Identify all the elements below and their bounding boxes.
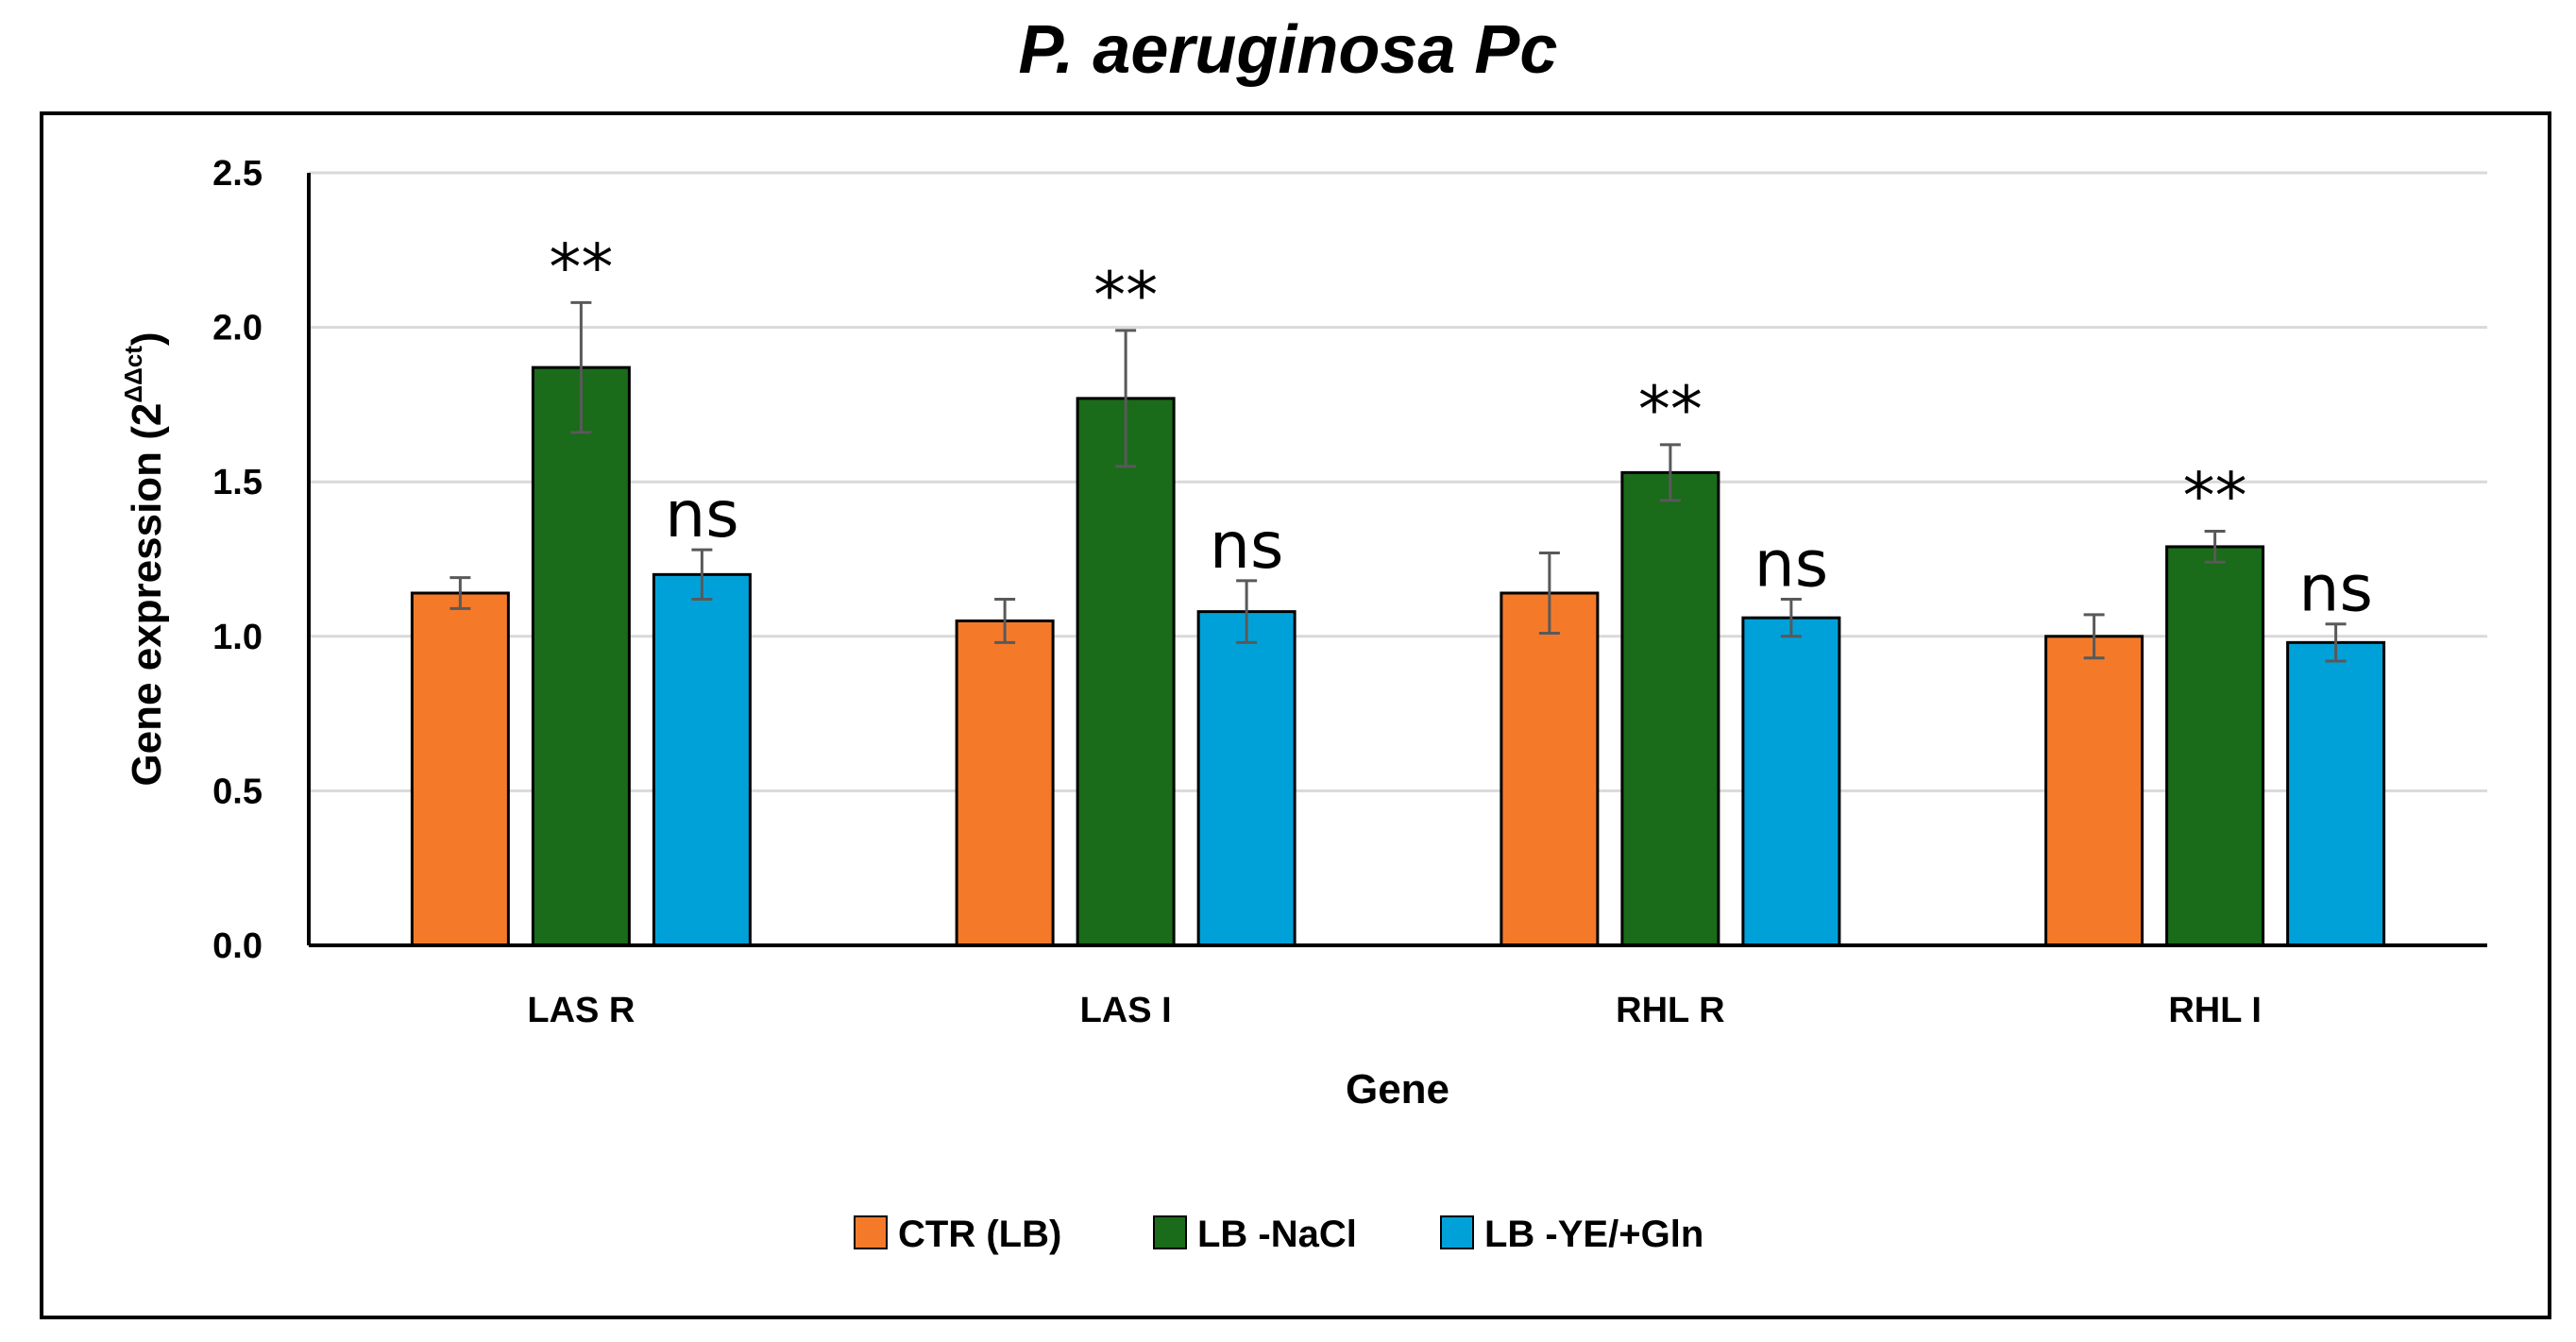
bar [1196,610,1296,947]
legend-swatch [1153,1215,1187,1249]
significance-label: ns [665,478,739,552]
gridlines [309,171,2487,792]
x-tick-label: RHL R [1616,991,1724,1030]
legend-label: LB -YE/+Gln [1484,1214,1703,1255]
x-tick-label: RHL I [2168,991,2262,1030]
significance-label: ** [1638,373,1703,448]
bars [410,365,2386,947]
significance-label: ns [2298,552,2373,627]
chart-title: P. aeruginosa Pc [1018,12,1558,88]
legend-label: LB -NaCl [1197,1214,1357,1255]
bar [410,591,510,947]
y-tick-label: 2.5 [212,154,263,194]
bar [2044,635,2144,947]
y-axis-title: Gene expression (2ΔΔct) [119,331,170,786]
y-tick-label: 0.0 [212,926,263,966]
x-tick-label: LAS R [527,991,635,1030]
significance-label: ns [1754,528,1829,603]
y-axis-ticks: 0.0 0.5 1.0 1.5 2.0 2.5 [212,154,263,966]
chart-frame [40,111,2551,1319]
legend-swatch [1440,1215,1474,1249]
bar [955,619,1055,947]
significance-labels: ** ns ** ns ** ns ** ns [549,230,2373,626]
y-tick-label: 2.0 [212,309,263,348]
significance-label: ** [549,230,613,305]
bar [652,572,752,947]
significance-label: ** [2183,460,2247,535]
significance-label: ns [1210,509,1284,584]
bar [1500,591,1600,947]
y-tick-label: 1.0 [212,618,263,657]
legend-swatch [854,1215,888,1249]
bar [531,365,631,947]
x-axis-title: Gene [1346,1066,1449,1113]
x-axis-ticks: LAS R LAS I RHL R RHL I [527,991,2262,1030]
bar [2165,545,2265,947]
bar [2286,640,2386,947]
legend-label: CTR (LB) [898,1214,1061,1255]
y-tick-label: 0.5 [212,772,263,811]
legend: CTR (LB) LB -NaCl LB -YE/+Gln [854,1214,1703,1255]
bar [1620,470,1720,947]
x-tick-label: LAS I [1080,991,1172,1030]
error-bars [449,300,2347,663]
bar [1741,616,1841,947]
bar [1076,397,1176,947]
y-tick-label: 1.5 [212,463,263,502]
significance-label: ** [1093,259,1158,333]
